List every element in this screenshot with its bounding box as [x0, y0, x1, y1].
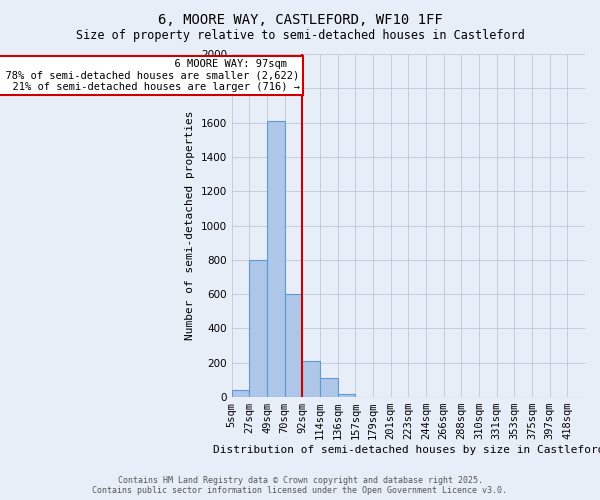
Y-axis label: Number of semi-detached properties: Number of semi-detached properties — [185, 111, 195, 340]
Text: Contains HM Land Registry data © Crown copyright and database right 2025.
Contai: Contains HM Land Registry data © Crown c… — [92, 476, 508, 495]
Text: 6 MOORE WAY: 97sqm  
← 78% of semi-detached houses are smaller (2,622)
  21% of : 6 MOORE WAY: 97sqm ← 78% of semi-detache… — [0, 59, 300, 92]
Bar — [267, 121, 285, 397]
Bar — [250, 260, 267, 397]
Bar — [320, 378, 338, 397]
X-axis label: Distribution of semi-detached houses by size in Castleford: Distribution of semi-detached houses by … — [212, 445, 600, 455]
Text: Size of property relative to semi-detached houses in Castleford: Size of property relative to semi-detach… — [76, 29, 524, 42]
Bar — [302, 361, 320, 397]
Bar — [338, 394, 355, 397]
Bar — [285, 294, 302, 397]
Text: 6, MOORE WAY, CASTLEFORD, WF10 1FF: 6, MOORE WAY, CASTLEFORD, WF10 1FF — [158, 12, 442, 26]
Bar — [232, 390, 250, 397]
